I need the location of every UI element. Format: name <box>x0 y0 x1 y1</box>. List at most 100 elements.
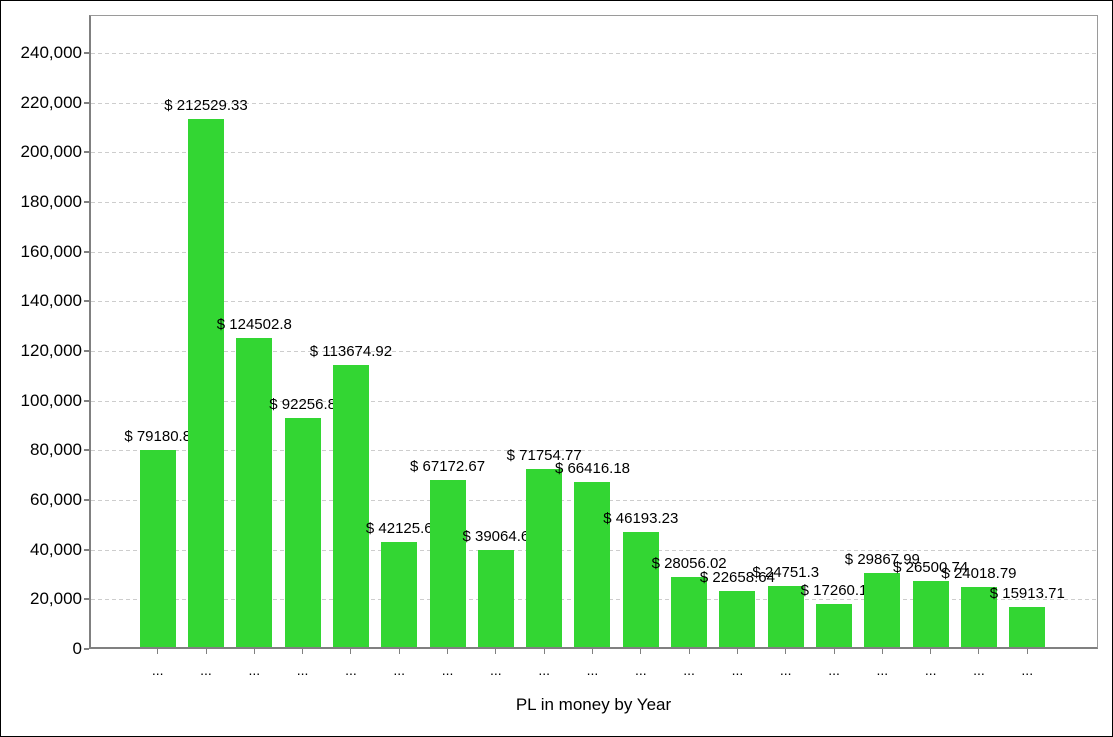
y-axis-tick <box>84 250 89 253</box>
x-axis-tick <box>930 649 932 654</box>
y-axis-tick <box>84 52 89 54</box>
bar: $ 39064.6 <box>462 528 529 647</box>
y-axis-tick <box>84 499 89 501</box>
bar-value-label: $ 67172.67 <box>410 458 486 476</box>
bar: $ 124502.8 <box>217 316 292 647</box>
bar: $ 17260.1 <box>801 582 867 647</box>
bar: $ 92256.8 <box>269 396 336 647</box>
x-axis-label: ... <box>779 662 792 678</box>
x-axis-label: ... <box>151 662 164 678</box>
gridline <box>91 251 1097 253</box>
x-axis-label: ... <box>1021 662 1034 678</box>
y-axis-label: 120,000 <box>20 341 82 360</box>
y-axis-tick <box>84 350 89 352</box>
bar: $ 28056.02 <box>652 555 727 647</box>
bar: $ 29867.99 <box>845 551 920 647</box>
bar: $ 24751.3 <box>752 564 819 647</box>
x-axis-label: ... <box>538 662 550 678</box>
y-axis-tick <box>84 101 89 104</box>
gridline <box>91 351 1097 352</box>
x-axis-label: ... <box>828 662 840 678</box>
x-axis-tick <box>157 649 159 654</box>
x-axis-label: ... <box>200 662 212 678</box>
x-axis-label: ... <box>296 662 309 678</box>
x-axis-tick <box>833 649 835 654</box>
gridline <box>91 152 1097 154</box>
x-axis-tick <box>302 649 304 654</box>
x-axis-tick <box>447 649 449 654</box>
bar-value-label: $ 42125.6 <box>365 520 433 538</box>
bar-value-label: $ 66416.18 <box>554 460 631 478</box>
y-axis-label: 240,000 <box>20 43 82 62</box>
x-axis-tick <box>495 649 497 654</box>
bar: $ 66416.18 <box>555 460 630 647</box>
x-axis-tick <box>543 649 545 654</box>
y-axis-label: 100,000 <box>20 390 82 410</box>
x-axis-tick <box>640 649 642 654</box>
y-axis-label: 60,000 <box>30 490 82 509</box>
x-axis-label: ... <box>441 662 454 678</box>
bar-value-label: $ 26500.74 <box>893 559 969 577</box>
x-axis-tick <box>591 649 593 654</box>
x-axis-label: ... <box>973 662 985 678</box>
bar: $ 67172.67 <box>410 458 485 647</box>
y-axis-label: 180,000 <box>20 192 82 211</box>
bar-value-label: $ 71754.77 <box>506 446 582 464</box>
y-axis-label: 160,000 <box>20 241 82 261</box>
y-axis-label: 40,000 <box>30 539 82 559</box>
x-axis-tick <box>205 649 207 654</box>
gridline <box>91 450 1097 452</box>
y-axis-label: 220,000 <box>20 92 82 112</box>
bar-value-label: $ 24018.79 <box>941 565 1017 583</box>
x-axis-tick <box>350 649 352 654</box>
x-axis-tick <box>785 649 787 654</box>
y-axis-label: 20,000 <box>30 589 82 609</box>
y-axis-tick <box>84 548 89 551</box>
gridline <box>91 400 1097 402</box>
bar: $ 24018.79 <box>941 565 1017 647</box>
x-axis-tick <box>978 649 980 654</box>
bar: $ 46193.23 <box>603 510 678 647</box>
bar: $ 71754.77 <box>507 447 582 647</box>
bar-value-label: $ 17260.1 <box>800 582 868 600</box>
x-axis-label: ... <box>924 662 937 678</box>
y-axis-label: 140,000 <box>20 291 82 311</box>
y-axis-label: 0 <box>72 639 82 658</box>
bar: $ 15913.71 <box>990 585 1065 647</box>
x-axis-label: ... <box>876 662 889 678</box>
y-axis-tick <box>84 449 89 452</box>
bar-value-label: $ 46193.23 <box>603 510 679 528</box>
bar-value-label: $ 113674.92 <box>309 342 393 360</box>
bar: $ 22658.64 <box>700 569 775 647</box>
bar-value-label: $ 79180.8 <box>124 428 192 446</box>
y-axis-tick <box>84 201 89 203</box>
x-axis-tick <box>881 649 883 654</box>
y-axis-label: 80,000 <box>30 440 82 460</box>
x-axis-label: ... <box>683 662 695 678</box>
x-axis-label: ... <box>634 662 647 678</box>
x-axis-label: ... <box>345 662 357 678</box>
x-axis-tick <box>688 649 690 654</box>
gridline <box>91 301 1097 303</box>
gridline <box>91 202 1097 203</box>
y-axis-tick <box>84 648 89 650</box>
x-axis-label: ... <box>490 662 502 678</box>
x-axis-tick <box>253 649 255 654</box>
y-axis-tick <box>84 598 89 601</box>
bar: $ 113674.92 <box>310 343 392 647</box>
bar: $ 79180.8 <box>124 428 191 647</box>
bar-value-label: $ 15913.71 <box>989 585 1065 603</box>
bar-value-label: $ 124502.8 <box>216 315 292 333</box>
chart-title: PL in money by Year <box>515 695 672 714</box>
bar: $ 212529.33 <box>164 97 248 647</box>
x-axis-tick <box>1026 649 1028 654</box>
gridline <box>91 53 1097 54</box>
x-axis-label: ... <box>248 662 261 678</box>
bar-value-label: $ 212529.33 <box>164 97 248 115</box>
bar-value-label: $ 24751.3 <box>752 563 820 581</box>
bar-value-label: $ 22658.64 <box>699 568 775 586</box>
x-axis-label: ... <box>586 662 599 678</box>
y-axis-tick <box>84 151 89 154</box>
gridline <box>91 102 1097 104</box>
